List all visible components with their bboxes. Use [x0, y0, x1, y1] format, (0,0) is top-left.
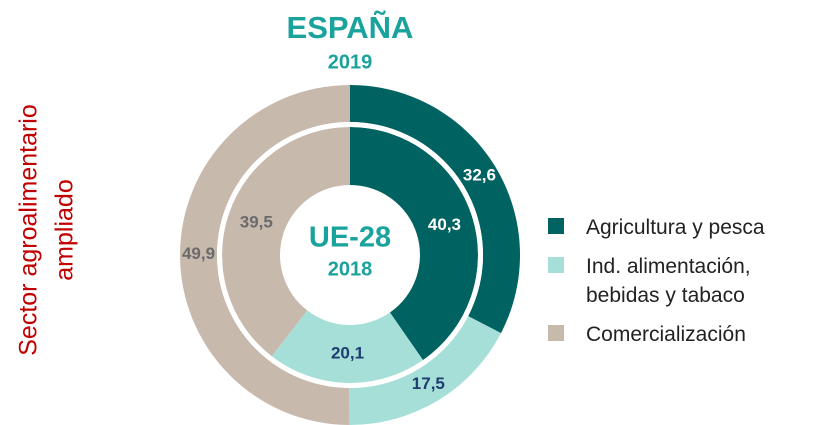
- ring-gap: [217, 122, 483, 388]
- data-label: 17,5: [412, 374, 445, 393]
- chart-title: ESPAÑA: [287, 10, 414, 45]
- data-label: 49,9: [182, 244, 215, 263]
- legend-label: Ind. alimentación, bebidas y tabaco: [586, 255, 751, 307]
- donut-slice: [348, 316, 501, 425]
- legend: Agricultura y pesca Ind. alimentación, be…: [548, 213, 815, 359]
- donut-slice: [180, 85, 350, 425]
- data-label: 32,6: [463, 166, 496, 185]
- legend-label: Comercialización: [586, 323, 746, 346]
- chart-subtitle: 2019: [328, 51, 373, 73]
- donut-slice: [222, 127, 350, 357]
- legend-label: Agricultura y pesca: [586, 216, 765, 239]
- legend-item: Agricultura y pesca: [548, 213, 815, 242]
- data-label: 39,5: [240, 213, 273, 232]
- center-title: UE-28: [309, 222, 391, 254]
- legend-item: Comercialización: [548, 320, 815, 349]
- legend-swatch: [548, 218, 564, 234]
- donut-slice: [350, 127, 478, 361]
- donut-slice: [350, 85, 520, 334]
- donut-slice: [271, 310, 424, 384]
- legend-swatch: [548, 325, 564, 341]
- data-label: 40,3: [428, 215, 461, 234]
- legend-item: Ind. alimentación, bebidas y tabaco: [548, 252, 815, 310]
- center-subtitle: 2018: [328, 258, 373, 280]
- legend-swatch: [548, 257, 564, 273]
- side-label-line: Sector agroalimentario: [15, 104, 43, 356]
- data-label: 20,1: [331, 343, 364, 362]
- side-label: Sector agroalimentario ampliado: [15, 104, 79, 356]
- side-label-line: ampliado: [51, 179, 79, 280]
